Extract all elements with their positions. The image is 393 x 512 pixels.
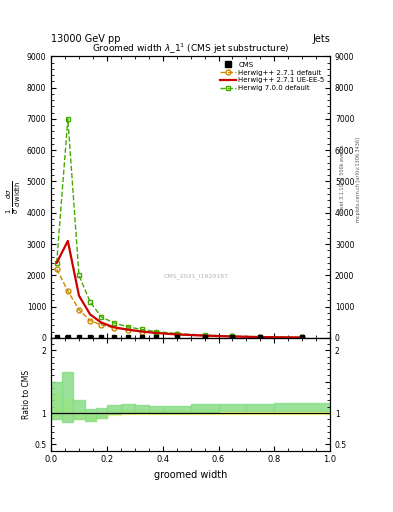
Title: Groomed width $\lambda\_1^1$ (CMS jet substructure): Groomed width $\lambda\_1^1$ (CMS jet su… (92, 42, 289, 56)
Text: Jets: Jets (312, 33, 330, 44)
Text: mcplots.cern.ch [arXiv:1306.3436]: mcplots.cern.ch [arXiv:1306.3436] (356, 137, 361, 222)
X-axis label: groomed width: groomed width (154, 470, 227, 480)
Y-axis label: Ratio to CMS: Ratio to CMS (22, 370, 31, 419)
Text: 13000 GeV pp: 13000 GeV pp (51, 33, 121, 44)
Text: CMS_2021_I1920187: CMS_2021_I1920187 (164, 273, 229, 279)
Legend: CMS, Herwig++ 2.7.1 default, Herwig++ 2.7.1 UE-EE-5, Herwig 7.0.0 default: CMS, Herwig++ 2.7.1 default, Herwig++ 2.… (218, 60, 327, 93)
Y-axis label: $\frac{1}{\sigma}\,\frac{d\sigma}{d\,\mathrm{width}}$: $\frac{1}{\sigma}\,\frac{d\sigma}{d\,\ma… (4, 180, 22, 214)
Text: Rivet 3.1.10, ≥ 500k events: Rivet 3.1.10, ≥ 500k events (340, 145, 345, 214)
